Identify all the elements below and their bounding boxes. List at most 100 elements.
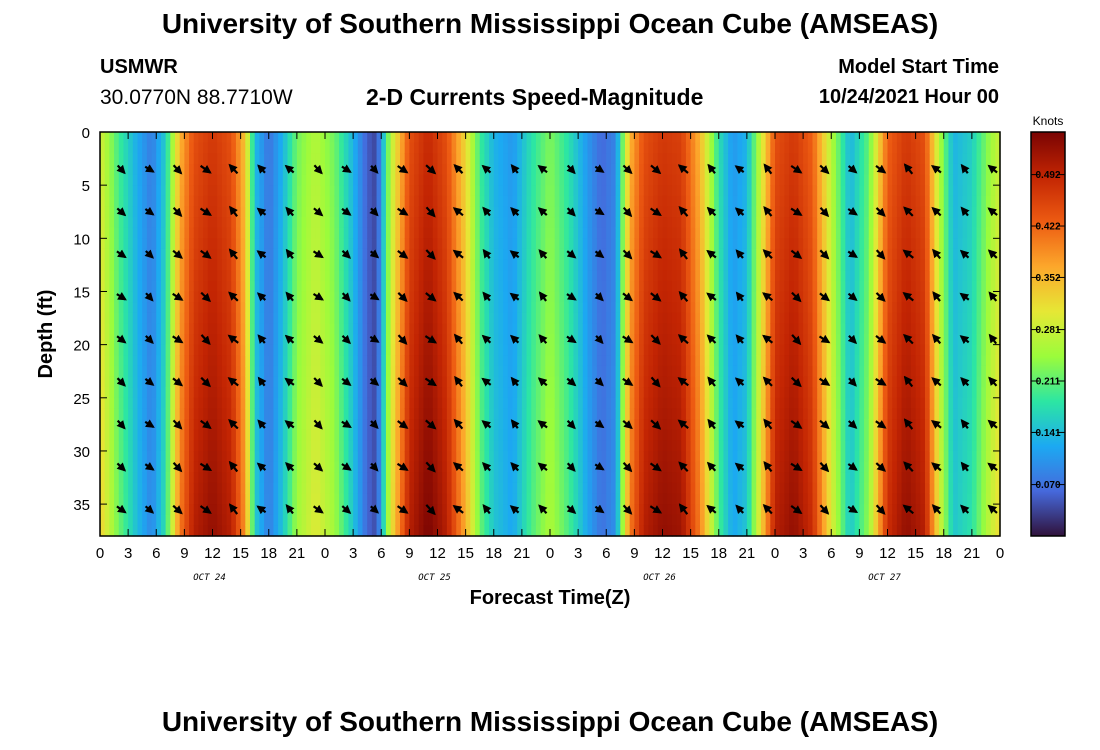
- heatmap-cell: [385, 185, 392, 197]
- heatmap-cell: [395, 514, 401, 526]
- heatmap-cell: [339, 482, 345, 495]
- heatmap-cell: [657, 259, 664, 271]
- heatmap-cell: [114, 397, 120, 410]
- heatmap-cell: [203, 408, 209, 420]
- heatmap-cell: [531, 270, 537, 282]
- heatmap-cell: [620, 376, 626, 388]
- heatmap-cell: [179, 429, 185, 441]
- heatmap-cell: [404, 238, 410, 250]
- heatmap-cell: [292, 397, 298, 410]
- heatmap-cell: [315, 482, 321, 495]
- heatmap-cell: [160, 344, 167, 356]
- heatmap-cell: [282, 344, 289, 356]
- heatmap-cell: [254, 302, 260, 314]
- heatmap-cell: [343, 238, 350, 250]
- heatmap-cell: [601, 514, 607, 526]
- heatmap-cell: [301, 259, 307, 271]
- heatmap-cell: [484, 323, 490, 335]
- heatmap-cell: [690, 153, 696, 165]
- heatmap-cell: [250, 387, 256, 399]
- heatmap-cell: [578, 419, 584, 431]
- heatmap-cell: [282, 248, 289, 261]
- heatmap-cell: [109, 387, 115, 399]
- heatmap-cell: [381, 248, 387, 261]
- heatmap-cell: [245, 163, 251, 176]
- heatmap-cell: [114, 525, 120, 537]
- heatmap-cell: [278, 185, 284, 197]
- heatmap-cell: [235, 387, 242, 399]
- heatmap-cell: [690, 461, 696, 473]
- heatmap-cell: [301, 344, 307, 356]
- heatmap-cell: [203, 355, 209, 367]
- heatmap-cell: [170, 195, 176, 208]
- heatmap-cell: [189, 217, 195, 229]
- heatmap-cell: [554, 291, 560, 303]
- heatmap-cell: [596, 450, 603, 463]
- heatmap-cell: [104, 302, 110, 314]
- heatmap-cell: [671, 259, 678, 271]
- heatmap-cell: [564, 174, 570, 186]
- heatmap-cell: [395, 525, 401, 537]
- heatmap-cell: [578, 323, 584, 335]
- heatmap-cell: [690, 163, 696, 176]
- heatmap-cell: [451, 238, 457, 250]
- heatmap-cell: [142, 482, 148, 495]
- heatmap-cell: [325, 514, 331, 526]
- heatmap-cell: [662, 344, 668, 356]
- heatmap-cell: [498, 334, 504, 346]
- heatmap-cell: [250, 461, 256, 473]
- heatmap-cell: [662, 312, 668, 324]
- heatmap-cell: [132, 270, 139, 282]
- heatmap-cell: [550, 238, 556, 250]
- heatmap-cell: [409, 217, 415, 229]
- heatmap-cell: [250, 514, 256, 526]
- heatmap-cell: [503, 132, 509, 144]
- heatmap-cell: [132, 248, 139, 261]
- heatmap-cell: [353, 312, 359, 324]
- heatmap-cell: [498, 248, 504, 261]
- heatmap-cell: [395, 323, 401, 335]
- heatmap-cell: [371, 312, 378, 324]
- heatmap-cell: [685, 461, 692, 473]
- heatmap-cell: [362, 408, 368, 420]
- heatmap-cell: [254, 387, 260, 399]
- heatmap-cell: [371, 482, 378, 495]
- heatmap-cell: [690, 482, 696, 495]
- heatmap-cell: [212, 206, 218, 218]
- heatmap-cell: [390, 440, 396, 452]
- heatmap-cell: [535, 525, 542, 537]
- heatmap-cell: [489, 365, 495, 378]
- heatmap-cell: [564, 248, 570, 261]
- heatmap-cell: [587, 408, 593, 420]
- heatmap-cell: [339, 504, 345, 516]
- heatmap-cell: [175, 344, 181, 356]
- heatmap-cell: [484, 238, 490, 250]
- heatmap-cell: [376, 270, 382, 282]
- heatmap-cell: [160, 514, 167, 526]
- heatmap-cell: [231, 355, 237, 367]
- heatmap-cell: [264, 397, 270, 410]
- heatmap-cell: [479, 291, 485, 303]
- heatmap-cell: [512, 472, 518, 484]
- heatmap-cell: [339, 142, 345, 154]
- heatmap-cell: [643, 419, 650, 431]
- heatmap-cell: [226, 270, 232, 282]
- heatmap-cell: [550, 142, 556, 154]
- heatmap-cell: [451, 344, 457, 356]
- heatmap-cell: [657, 163, 664, 176]
- heatmap-cell: [367, 334, 373, 346]
- heatmap-cell: [456, 397, 462, 410]
- heatmap-cell: [671, 142, 678, 154]
- heatmap-cell: [165, 259, 171, 271]
- heatmap-cell: [465, 206, 471, 218]
- heatmap-cell: [601, 163, 607, 176]
- heatmap-cell: [442, 312, 448, 324]
- heatmap-cell: [231, 397, 237, 410]
- heatmap-cell: [465, 408, 471, 420]
- heatmap-cell: [231, 132, 237, 144]
- heatmap-cell: [606, 238, 612, 250]
- heatmap-cell: [512, 153, 518, 165]
- heatmap-cell: [451, 365, 457, 378]
- heatmap-cell: [268, 387, 275, 399]
- heatmap-cell: [601, 397, 607, 410]
